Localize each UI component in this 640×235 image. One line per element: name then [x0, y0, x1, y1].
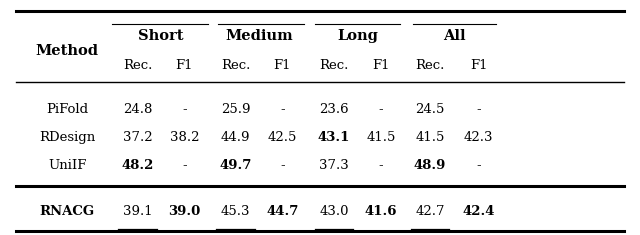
Text: 48.9: 48.9: [414, 159, 446, 172]
Text: 42.7: 42.7: [415, 205, 445, 219]
Text: RNACG: RNACG: [40, 205, 95, 219]
Text: -: -: [378, 103, 383, 116]
Text: 39.1: 39.1: [123, 205, 152, 219]
Text: F1: F1: [175, 59, 193, 72]
Text: Rec.: Rec.: [415, 59, 445, 72]
Text: 42.5: 42.5: [268, 131, 297, 144]
Text: F1: F1: [470, 59, 488, 72]
Text: F1: F1: [273, 59, 291, 72]
Text: 43.0: 43.0: [319, 205, 349, 219]
Text: Long: Long: [337, 29, 378, 43]
Text: F1: F1: [372, 59, 390, 72]
Text: 42.4: 42.4: [463, 205, 495, 219]
Text: 39.0: 39.0: [168, 205, 200, 219]
Text: 42.3: 42.3: [464, 131, 493, 144]
Text: 24.8: 24.8: [123, 103, 152, 116]
Text: -: -: [280, 159, 285, 172]
Text: 49.7: 49.7: [220, 159, 252, 172]
Text: 43.1: 43.1: [318, 131, 350, 144]
Text: Rec.: Rec.: [123, 59, 152, 72]
Text: 24.5: 24.5: [415, 103, 445, 116]
Text: All: All: [443, 29, 466, 43]
Text: 38.2: 38.2: [170, 131, 199, 144]
Text: Medium: Medium: [225, 29, 292, 43]
Text: 41.5: 41.5: [366, 131, 396, 144]
Text: 48.2: 48.2: [122, 159, 154, 172]
Text: -: -: [182, 103, 187, 116]
Text: 41.6: 41.6: [365, 205, 397, 219]
Text: Short: Short: [138, 29, 184, 43]
Text: 37.3: 37.3: [319, 159, 349, 172]
Text: Rec.: Rec.: [221, 59, 250, 72]
Text: 23.6: 23.6: [319, 103, 349, 116]
Text: 37.2: 37.2: [123, 131, 152, 144]
Text: 44.9: 44.9: [221, 131, 250, 144]
Text: Rec.: Rec.: [319, 59, 349, 72]
Text: -: -: [182, 159, 187, 172]
Text: PiFold: PiFold: [46, 103, 88, 116]
Text: -: -: [476, 159, 481, 172]
Text: -: -: [378, 159, 383, 172]
Text: -: -: [476, 103, 481, 116]
Text: Method: Method: [36, 44, 99, 58]
Text: 44.7: 44.7: [266, 205, 298, 219]
Text: RDesign: RDesign: [39, 131, 95, 144]
Text: 41.5: 41.5: [415, 131, 445, 144]
Text: 25.9: 25.9: [221, 103, 250, 116]
Text: UniIF: UniIF: [48, 159, 86, 172]
Text: 45.3: 45.3: [221, 205, 250, 219]
Text: -: -: [280, 103, 285, 116]
